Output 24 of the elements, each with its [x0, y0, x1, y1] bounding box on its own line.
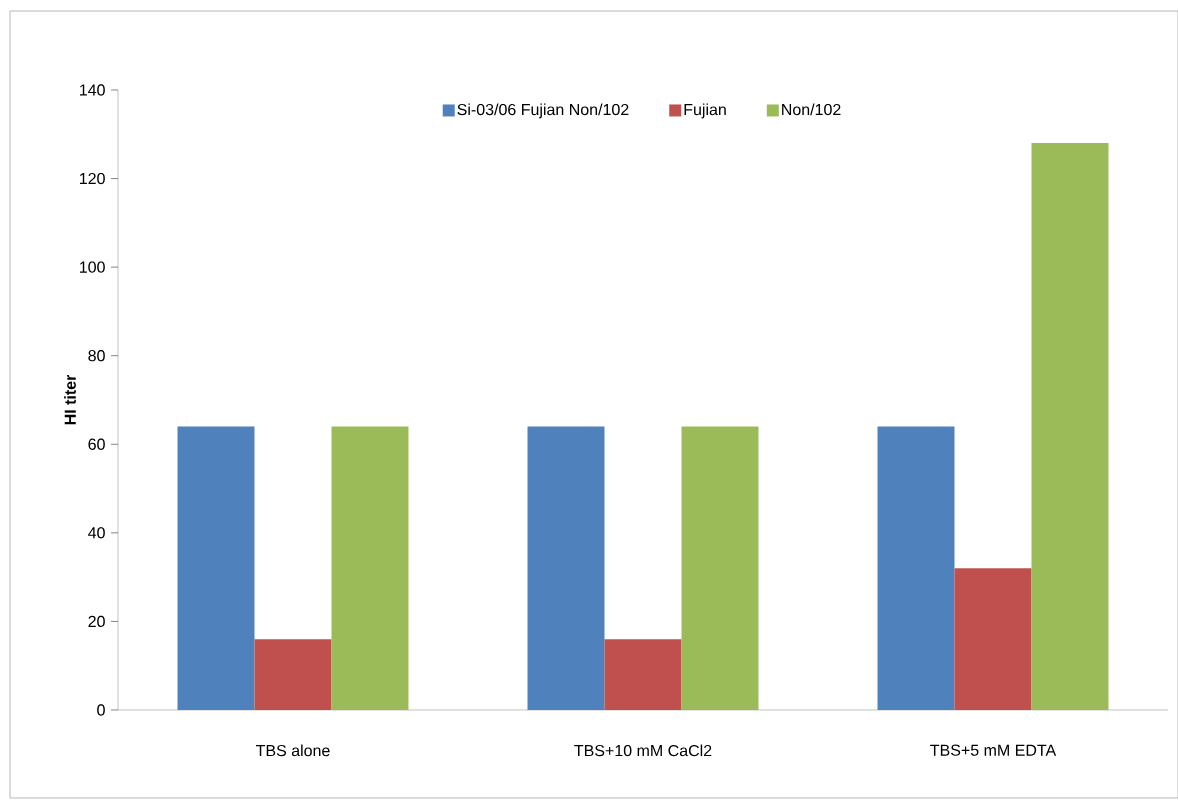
bar — [681, 426, 759, 710]
x-tick-label: TBS alone — [256, 744, 330, 757]
bar — [177, 426, 255, 710]
legend-label: Si-03/06 Fujian Non/102 — [457, 103, 629, 119]
legend-label: Non/102 — [782, 103, 841, 116]
bar — [331, 426, 409, 710]
y-tick-label: 20 — [88, 615, 105, 628]
x-tick-label: TBS+10 mM CaCl2 — [574, 744, 712, 757]
legend-label: Fujian — [684, 103, 726, 119]
y-axis-title: HI titer — [64, 374, 76, 425]
y-tick-label: 60 — [88, 438, 105, 450]
y-tick-label: 0 — [97, 704, 105, 716]
bar — [254, 639, 332, 710]
bar — [1031, 143, 1109, 710]
bar — [604, 639, 682, 710]
y-tick-label: 40 — [88, 527, 105, 539]
bar — [527, 426, 605, 710]
bar — [954, 568, 1032, 710]
x-tick-label: TBS+5 mM EDTA — [930, 744, 1057, 756]
y-tick-label: 80 — [88, 350, 105, 362]
y-tick-label: 100 — [80, 261, 105, 273]
y-tick-label: 120 — [80, 172, 105, 185]
y-tick-label: 140 — [80, 84, 105, 96]
bar — [877, 426, 955, 710]
